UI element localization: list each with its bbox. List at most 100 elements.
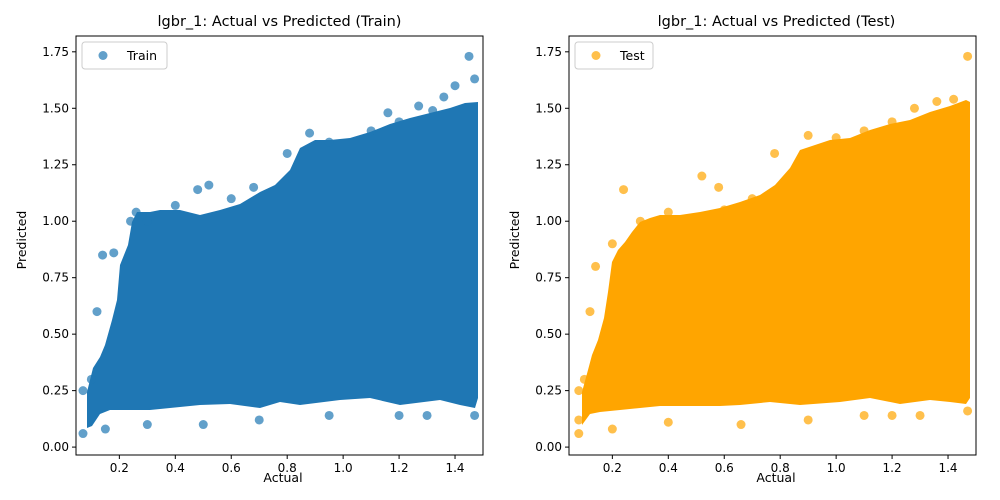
test-point-18 [909, 103, 919, 113]
test-panel: lgbr_1: Actual vs Predicted (Test) 0.2 0.… [507, 14, 977, 485]
test-point-15 [831, 133, 841, 143]
test-point-26 [803, 415, 813, 425]
test-y-tick-label-0: 0.00 [535, 440, 562, 454]
train-x-ticks: 0.2 0.4 0.6 0.8 1.0 1.2 1.4 [110, 455, 465, 475]
test-chart-title: lgbr_1: Actual vs Predicted (Test) [658, 14, 896, 30]
train-x-tick-label-2: 0.6 [222, 461, 241, 475]
train-y-tick-label-4: 1.00 [42, 214, 69, 228]
test-y-tick-label-2: 0.50 [535, 327, 562, 341]
test-legend-marker [591, 51, 601, 60]
train-y-tick-label-2: 0.50 [42, 327, 69, 341]
test-point-0 [574, 429, 584, 439]
train-point-32 [142, 420, 152, 430]
train-point-15 [305, 128, 315, 138]
train-point-29 [324, 410, 334, 420]
train-point-27 [422, 410, 432, 420]
test-legend: Test [574, 41, 654, 70]
train-point-18 [383, 108, 393, 118]
train-point-11 [204, 180, 214, 190]
train-x-tick-label-0: 0.2 [110, 461, 129, 475]
test-point-6 [619, 185, 629, 195]
train-point-33 [100, 424, 110, 434]
train-y-tick-label-1: 0.25 [42, 384, 69, 398]
test-x-tick-label-3: 0.8 [771, 461, 790, 475]
test-point-3 [585, 307, 595, 317]
train-y-axis-label: Predicted [14, 211, 29, 270]
test-y-ticks: 0.00 0.25 0.50 0.75 1.00 1.25 1.50 1.75 [535, 45, 569, 454]
test-point-7 [635, 216, 645, 226]
test-point-25 [859, 410, 869, 420]
train-x-tick-label-6: 1.4 [445, 461, 464, 475]
test-y-tick-label-5: 1.25 [535, 158, 562, 172]
test-point-14 [803, 130, 813, 140]
train-point-28 [394, 410, 404, 420]
train-x-tick-label-4: 1.0 [334, 461, 353, 475]
test-y-tick-label-7: 1.75 [535, 45, 562, 59]
test-y-tick-label-4: 1.00 [535, 214, 562, 228]
test-y-tick-label-1: 0.25 [535, 384, 562, 398]
train-legend-marker [98, 51, 108, 60]
train-point-8 [142, 216, 152, 226]
train-y-tick-label-6: 1.50 [42, 101, 69, 115]
test-point-19 [932, 97, 942, 107]
test-x-tick-label-4: 1.0 [827, 461, 846, 475]
test-point-24 [887, 410, 897, 420]
test-x-ticks: 0.2 0.4 0.6 0.8 1.0 1.2 1.4 [603, 455, 958, 475]
train-x-axis-label: Actual [263, 470, 302, 485]
train-cloud [87, 102, 478, 428]
train-point-20 [414, 101, 424, 111]
train-panel: lgbr_1: Actual vs Predicted (Train) 0.2 0… [14, 14, 484, 485]
test-x-tick-label-2: 0.6 [715, 461, 734, 475]
test-legend-label: Test [619, 48, 645, 63]
train-y-tick-label-0: 0.00 [42, 440, 69, 454]
train-point-22 [439, 92, 449, 102]
train-point-21 [428, 106, 438, 116]
test-point-27 [736, 420, 746, 430]
train-point-19 [394, 117, 404, 127]
train-point-16 [324, 137, 334, 147]
test-x-tick-label-5: 1.2 [883, 461, 902, 475]
test-plot-frame [568, 35, 977, 456]
train-legend-label: Train [126, 48, 157, 63]
train-point-26 [470, 410, 480, 420]
test-y-tick-label-3: 0.75 [535, 271, 562, 285]
train-y-tick-label-7: 1.75 [42, 45, 69, 59]
test-point-30 [574, 415, 584, 425]
test-point-21 [963, 51, 973, 61]
test-x-tick-label-6: 1.4 [938, 461, 957, 475]
train-points [78, 51, 480, 439]
train-x-tick-label-1: 0.4 [166, 461, 185, 475]
test-y-tick-label-6: 1.50 [535, 101, 562, 115]
train-point-25 [470, 74, 480, 84]
train-point-13 [249, 182, 259, 192]
train-point-9 [170, 200, 180, 210]
train-point-1 [78, 386, 88, 396]
train-point-23 [450, 81, 460, 91]
train-chart-title: lgbr_1: Actual vs Predicted (Train) [158, 14, 402, 30]
train-x-tick-label-5: 1.2 [390, 461, 409, 475]
train-y-ticks: 0.00 0.25 0.50 0.75 1.00 1.25 1.50 1.75 [42, 45, 76, 454]
train-point-12 [226, 194, 236, 204]
train-point-4 [98, 250, 108, 260]
train-point-17 [366, 126, 376, 136]
test-point-10 [714, 182, 724, 192]
test-point-9 [697, 171, 707, 181]
train-point-0 [78, 429, 88, 439]
train-y-tick-label-3: 0.75 [42, 271, 69, 285]
train-point-30 [254, 415, 264, 425]
train-point-3 [92, 307, 102, 317]
test-point-8 [663, 207, 673, 217]
train-y-tick-label-5: 1.25 [42, 158, 69, 172]
train-point-14 [282, 148, 292, 158]
train-point-6 [126, 216, 136, 226]
test-point-20 [949, 94, 959, 104]
test-point-5 [607, 239, 617, 249]
train-point-24 [464, 51, 474, 61]
test-point-16 [859, 126, 869, 136]
test-y-axis-label: Predicted [507, 211, 522, 270]
train-point-5 [109, 248, 119, 258]
train-x-tick-label-3: 0.8 [278, 461, 297, 475]
test-point-29 [607, 424, 617, 434]
test-point-23 [915, 410, 925, 420]
